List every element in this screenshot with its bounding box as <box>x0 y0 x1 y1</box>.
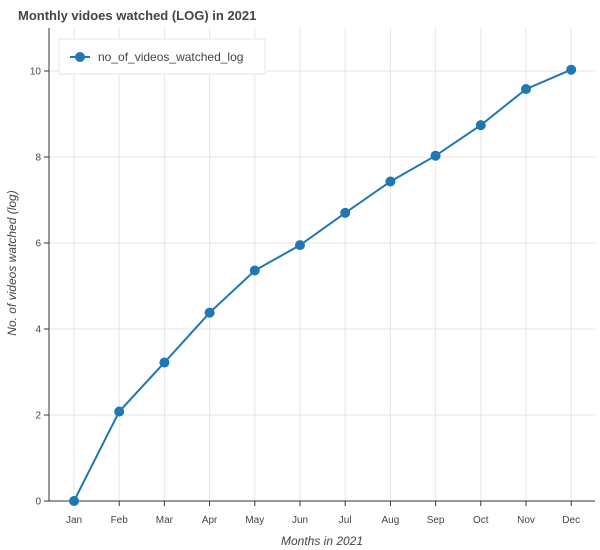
y-tick-label: 6 <box>35 239 41 250</box>
x-tick-label: Mar <box>156 515 174 526</box>
data-point <box>249 265 260 276</box>
x-tick-label: Aug <box>382 515 400 526</box>
x-axis-label: Months in 2021 <box>281 534 363 548</box>
x-tick-label: Jan <box>66 515 82 526</box>
legend-label: no_of_videos_watched_log <box>98 50 243 64</box>
data-point <box>114 406 125 417</box>
x-tick-label: Dec <box>562 515 580 526</box>
data-point <box>475 120 486 131</box>
tick-labels: 0 2 4 6 8 10 Jan Feb Mar Apr May Jun Jul Aug Sep Oct Nov… <box>30 67 580 527</box>
y-tick-label: 10 <box>30 67 42 78</box>
data-point <box>430 150 441 161</box>
x-tick-label: Oct <box>473 515 489 526</box>
legend-marker <box>75 52 85 62</box>
legend-box <box>58 38 266 75</box>
y-axis-label: No. of videos watched (log) <box>5 190 19 335</box>
chart-title: Monthly vidoes watched (LOG) in 2021 <box>18 8 256 23</box>
x-tick-label: Sep <box>427 515 445 526</box>
x-tick-label: Apr <box>202 515 218 526</box>
data-point <box>69 496 79 506</box>
legend: no_of_videos_watched_log <box>58 38 266 75</box>
data-point <box>521 84 531 95</box>
x-tick-label: Jul <box>339 515 352 526</box>
data-point <box>566 64 577 75</box>
axes <box>48 28 595 502</box>
series-group <box>69 64 577 506</box>
x-tick-label: May <box>245 515 264 526</box>
x-tick-label: Jun <box>292 515 308 526</box>
data-point <box>204 307 215 318</box>
y-tick-label: 0 <box>35 497 41 508</box>
x-tick-label: Feb <box>111 515 129 526</box>
series-line <box>73 68 572 502</box>
y-tick-label: 2 <box>35 411 41 422</box>
y-tick-label: 8 <box>35 153 41 164</box>
data-point <box>295 240 305 251</box>
data-point <box>159 357 170 368</box>
y-tick-label: 4 <box>35 325 41 336</box>
data-point <box>340 207 351 218</box>
x-tick-label: Nov <box>517 515 535 526</box>
data-point <box>385 176 396 187</box>
